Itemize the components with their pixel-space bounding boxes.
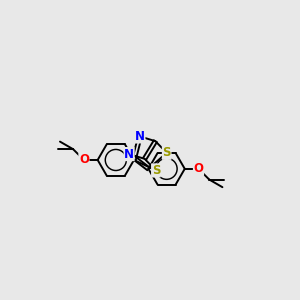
Text: N: N <box>124 148 134 160</box>
Text: O: O <box>194 162 203 175</box>
Text: S: S <box>162 146 171 159</box>
Text: N: N <box>135 130 145 143</box>
Text: S: S <box>152 164 160 177</box>
Text: O: O <box>79 154 89 166</box>
